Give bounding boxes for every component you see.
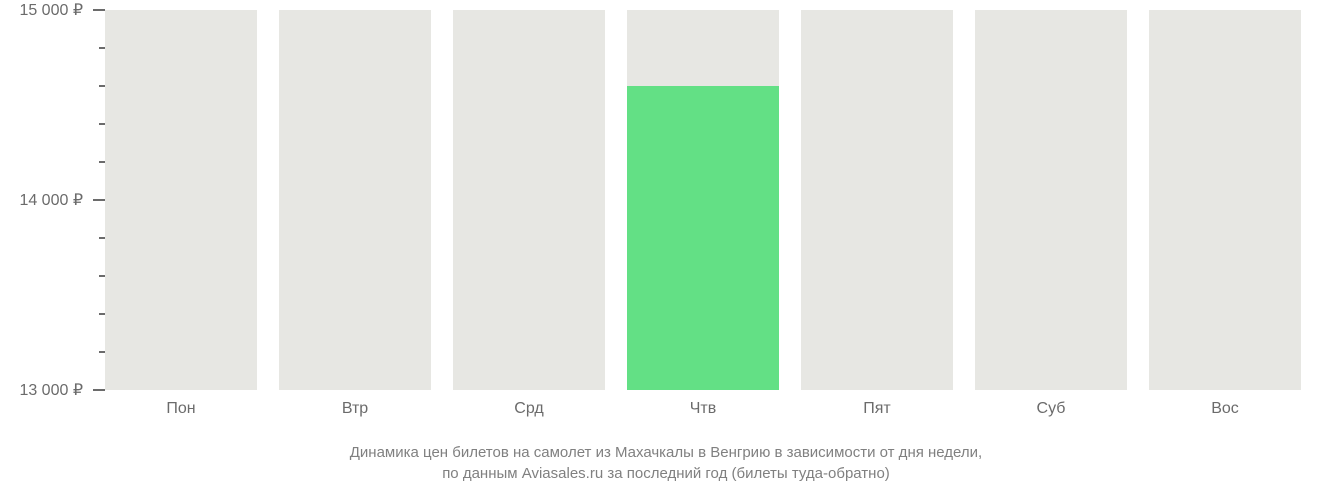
x-label-fri: Пят (801, 400, 953, 418)
y-tick-label: 15 000 ₽ (19, 0, 93, 20)
bar-sat (975, 10, 1127, 390)
y-tick-label: 14 000 ₽ (19, 190, 93, 210)
y-tick-label: 13 000 ₽ (19, 380, 93, 400)
bar-background (975, 10, 1127, 390)
y-tick-mark (93, 9, 105, 11)
chart-caption-line1: Динамика цен билетов на самолет из Махач… (0, 442, 1332, 463)
x-label-sat: Суб (975, 400, 1127, 418)
bar-background (801, 10, 953, 390)
bar-mon (105, 10, 257, 390)
x-label-tue: Втр (279, 400, 431, 418)
x-label-sun: Вос (1149, 400, 1301, 418)
bar-fri (801, 10, 953, 390)
price-by-weekday-chart: 15 000 ₽14 000 ₽13 000 ₽ Динамика цен би… (0, 0, 1332, 502)
plot-area (105, 10, 1325, 390)
y-axis: 15 000 ₽14 000 ₽13 000 ₽ (0, 10, 105, 390)
y-tick-major: 14 000 ₽ (0, 190, 105, 210)
bar-wed (453, 10, 605, 390)
bar-background (279, 10, 431, 390)
y-tick-major: 13 000 ₽ (0, 380, 105, 400)
y-tick-mark (93, 389, 105, 391)
x-label-wed: Срд (453, 400, 605, 418)
chart-caption-line2: по данным Aviasales.ru за последний год … (0, 463, 1332, 484)
bar-background (453, 10, 605, 390)
x-label-mon: Пон (105, 400, 257, 418)
bar-background (105, 10, 257, 390)
bar-sun (1149, 10, 1301, 390)
x-label-thu: Чтв (627, 400, 779, 418)
bar-thu (627, 10, 779, 390)
y-tick-major: 15 000 ₽ (0, 0, 105, 20)
bar-value (627, 86, 779, 390)
y-tick-mark (93, 199, 105, 201)
bar-background (1149, 10, 1301, 390)
bar-tue (279, 10, 431, 390)
